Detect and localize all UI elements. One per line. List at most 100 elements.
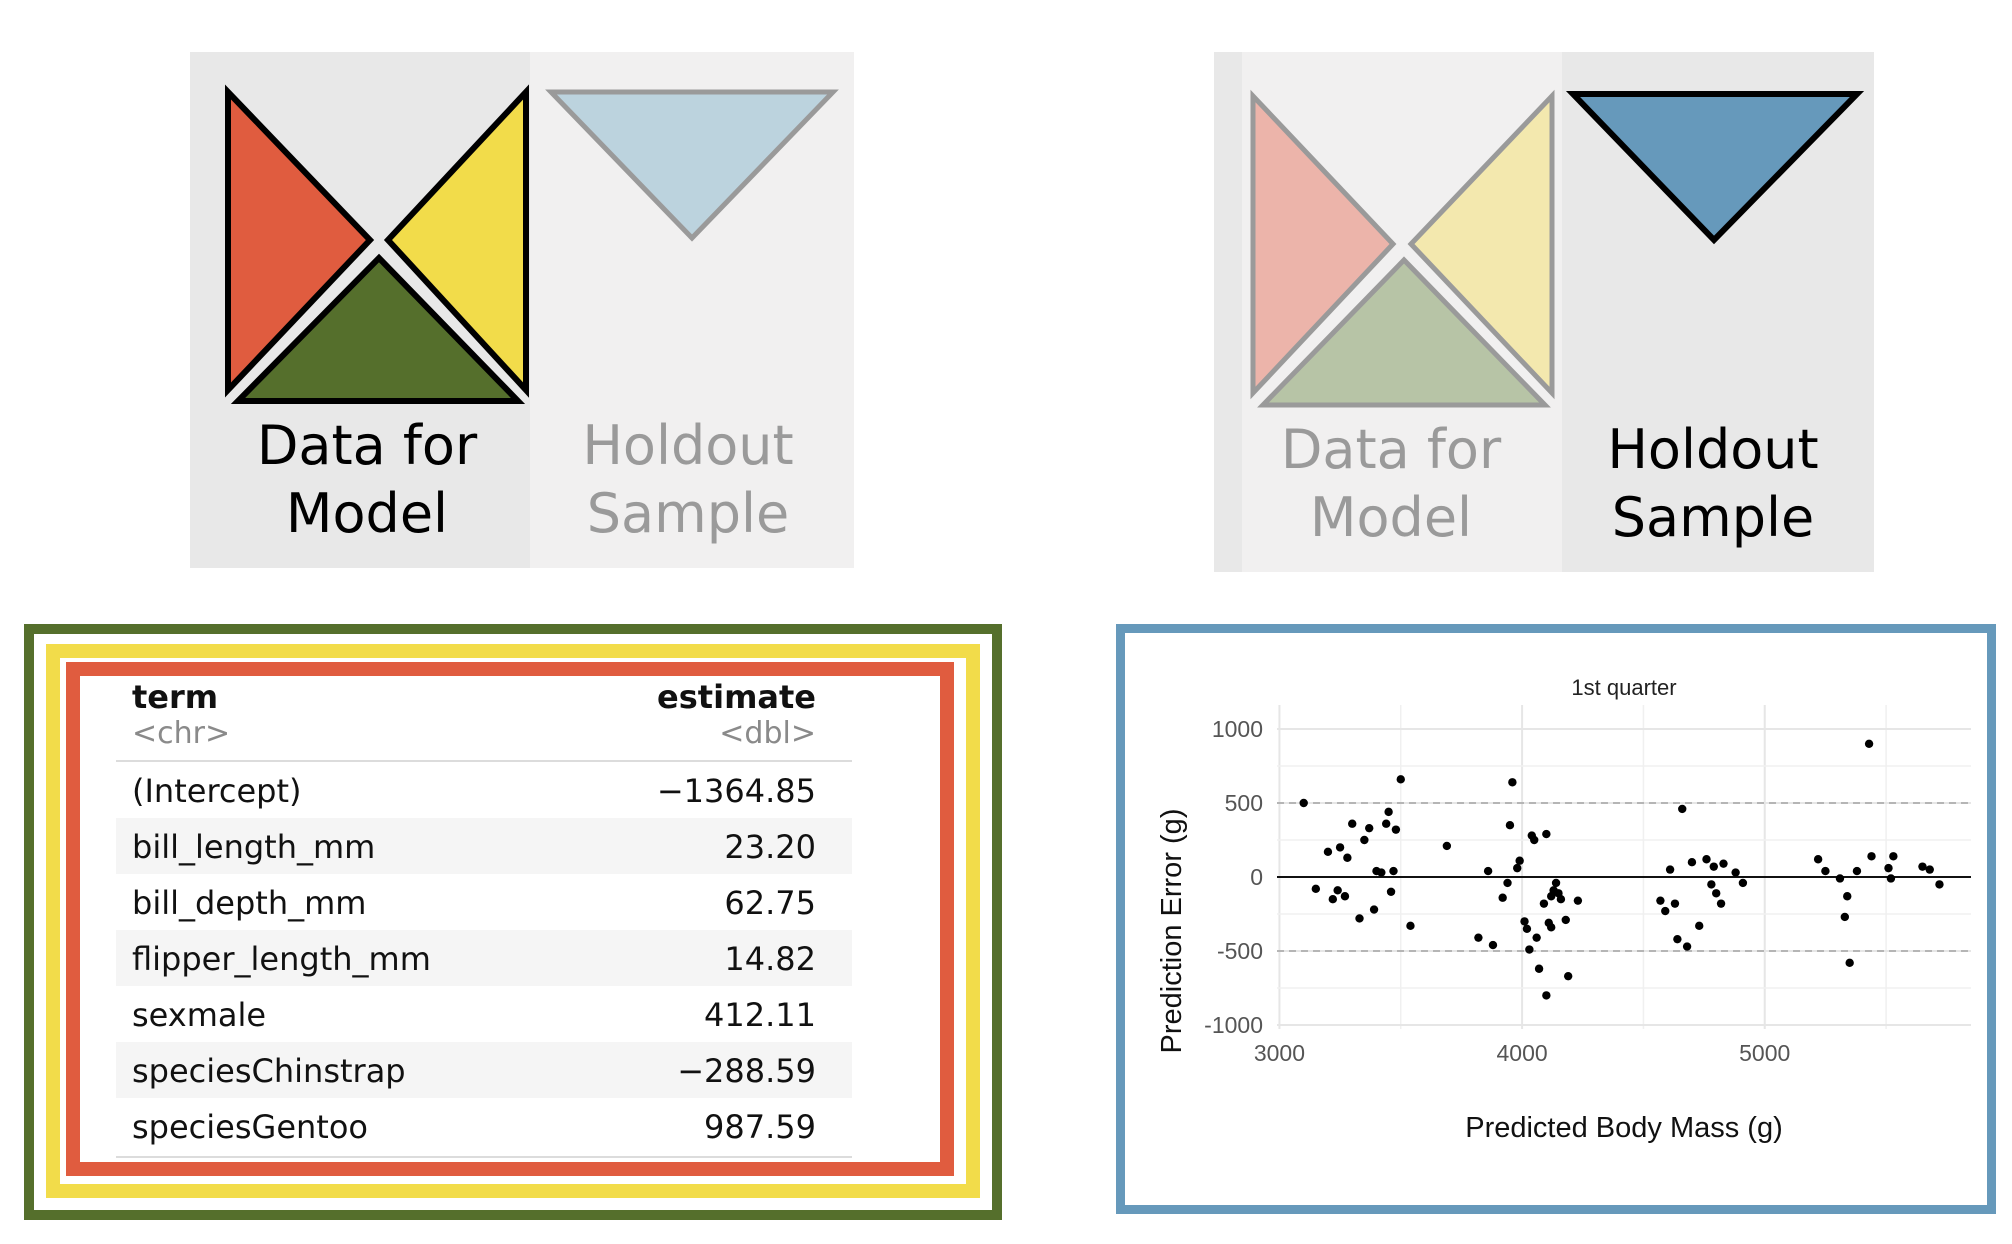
column-type-term: <chr> (132, 716, 231, 751)
data-point (1503, 878, 1512, 888)
data-point (1355, 914, 1364, 923)
reference-lines (1277, 802, 1971, 952)
data-point (1673, 934, 1682, 944)
data-point (1687, 858, 1697, 867)
data-points (1299, 739, 1944, 1000)
y-tick-label: 0 (1250, 864, 1263, 890)
term-cell: (Intercept) (132, 772, 302, 810)
column-header-estimate: estimate (657, 678, 816, 716)
table-row: bill_depth_mm 62.75 (116, 874, 852, 930)
data-point (1573, 896, 1583, 905)
estimate-cell: 14.82 (724, 940, 816, 978)
table-row: sexmale 412.11 (116, 986, 852, 1042)
data-point (1835, 874, 1845, 883)
y-tick-label: -1000 (1204, 1012, 1263, 1038)
data-point (1530, 835, 1539, 845)
data-point (1821, 866, 1830, 876)
grid-lines (1277, 705, 1971, 1029)
data-point (1707, 880, 1716, 889)
data-point (1513, 863, 1522, 873)
term-cell: bill_length_mm (132, 828, 376, 866)
data-point (1918, 862, 1927, 871)
table-row: flipper_length_mm 14.82 (116, 930, 852, 986)
data-point (1682, 942, 1692, 951)
term-cell: bill_depth_mm (132, 884, 367, 922)
x-tick-label: 5000 (1739, 1040, 1790, 1066)
left-model-label: Data for Model (256, 414, 478, 545)
data-point (1925, 865, 1934, 874)
data-point (1547, 923, 1556, 932)
red-triangle (225, 84, 375, 398)
data-point (1488, 940, 1498, 950)
yellow-faded-triangle-front (1407, 89, 1555, 400)
data-point (1323, 847, 1333, 857)
column-type-estimate: <dbl> (719, 716, 816, 751)
y-axis-label: Prediction Error (g) (1156, 809, 1188, 1054)
y-tick-label: 1000 (1212, 716, 1263, 742)
data-point (1396, 775, 1405, 784)
data-point (1661, 906, 1670, 916)
data-point (1343, 853, 1352, 862)
x-tick-label: 4000 (1496, 1040, 1547, 1066)
data-point (1406, 921, 1415, 931)
data-point (1384, 807, 1393, 817)
data-point (1886, 874, 1896, 883)
right-holdout-label: Holdout Sample (1607, 418, 1819, 549)
data-point (1935, 880, 1944, 889)
header-rule (116, 760, 852, 762)
table-row: bill_length_mm 23.20 (116, 818, 852, 874)
data-point (1542, 991, 1551, 1000)
data-point (1515, 856, 1524, 865)
green-triangle (230, 253, 526, 404)
data-point (1381, 819, 1391, 828)
data-point (1867, 852, 1876, 861)
data-point (1709, 862, 1718, 871)
estimate-cell: 62.75 (724, 884, 816, 922)
data-point (1369, 905, 1379, 914)
data-point (1365, 823, 1374, 833)
data-point (1738, 878, 1748, 888)
data-point (1299, 798, 1308, 808)
estimate-cell: −288.59 (677, 1052, 816, 1090)
y-tick-labels: 1000 500 0 -500 -1000 (1204, 716, 1263, 1038)
data-point (1442, 841, 1452, 851)
data-point (1520, 917, 1529, 926)
data-point (1702, 855, 1711, 864)
estimate-cell: 987.59 (704, 1108, 816, 1146)
green-faded-triangle-front (1257, 256, 1551, 408)
chart-title: 1st quarter (1571, 675, 1676, 700)
footer-rule (116, 1156, 852, 1158)
table-row: (Intercept) −1364.85 (116, 762, 852, 818)
data-point (1483, 866, 1493, 876)
data-point (1563, 971, 1573, 981)
data-point (1328, 895, 1338, 904)
data-point (1731, 868, 1740, 877)
data-point (1498, 893, 1507, 902)
data-point (1525, 945, 1534, 954)
yellow-triangle (383, 84, 529, 398)
x-tick-labels: 3000 4000 5000 (1254, 1040, 1790, 1066)
coefficient-table: term estimate <chr> <dbl> (Intercept) −1… (116, 672, 852, 1162)
data-point (1505, 821, 1515, 830)
data-point (1360, 835, 1369, 845)
residual-plot-frame (1116, 624, 1996, 1214)
right-model-label: Data for Model (1280, 418, 1502, 549)
data-point (1561, 915, 1570, 925)
data-point (1391, 825, 1401, 834)
data-point (1377, 868, 1386, 877)
data-point (1333, 886, 1342, 895)
data-point (1840, 912, 1850, 922)
red-faded-triangle-front (1250, 89, 1397, 400)
data-point (1719, 859, 1728, 868)
data-point (1864, 739, 1874, 748)
data-point (1884, 863, 1893, 873)
data-point (1852, 866, 1862, 876)
x-axis-label: Predicted Body Mass (g) (1465, 1112, 1783, 1144)
data-point (1665, 865, 1675, 874)
data-point (1389, 866, 1398, 876)
data-point (1716, 899, 1726, 908)
estimate-cell: −1364.85 (656, 772, 816, 810)
data-point (1534, 964, 1544, 973)
